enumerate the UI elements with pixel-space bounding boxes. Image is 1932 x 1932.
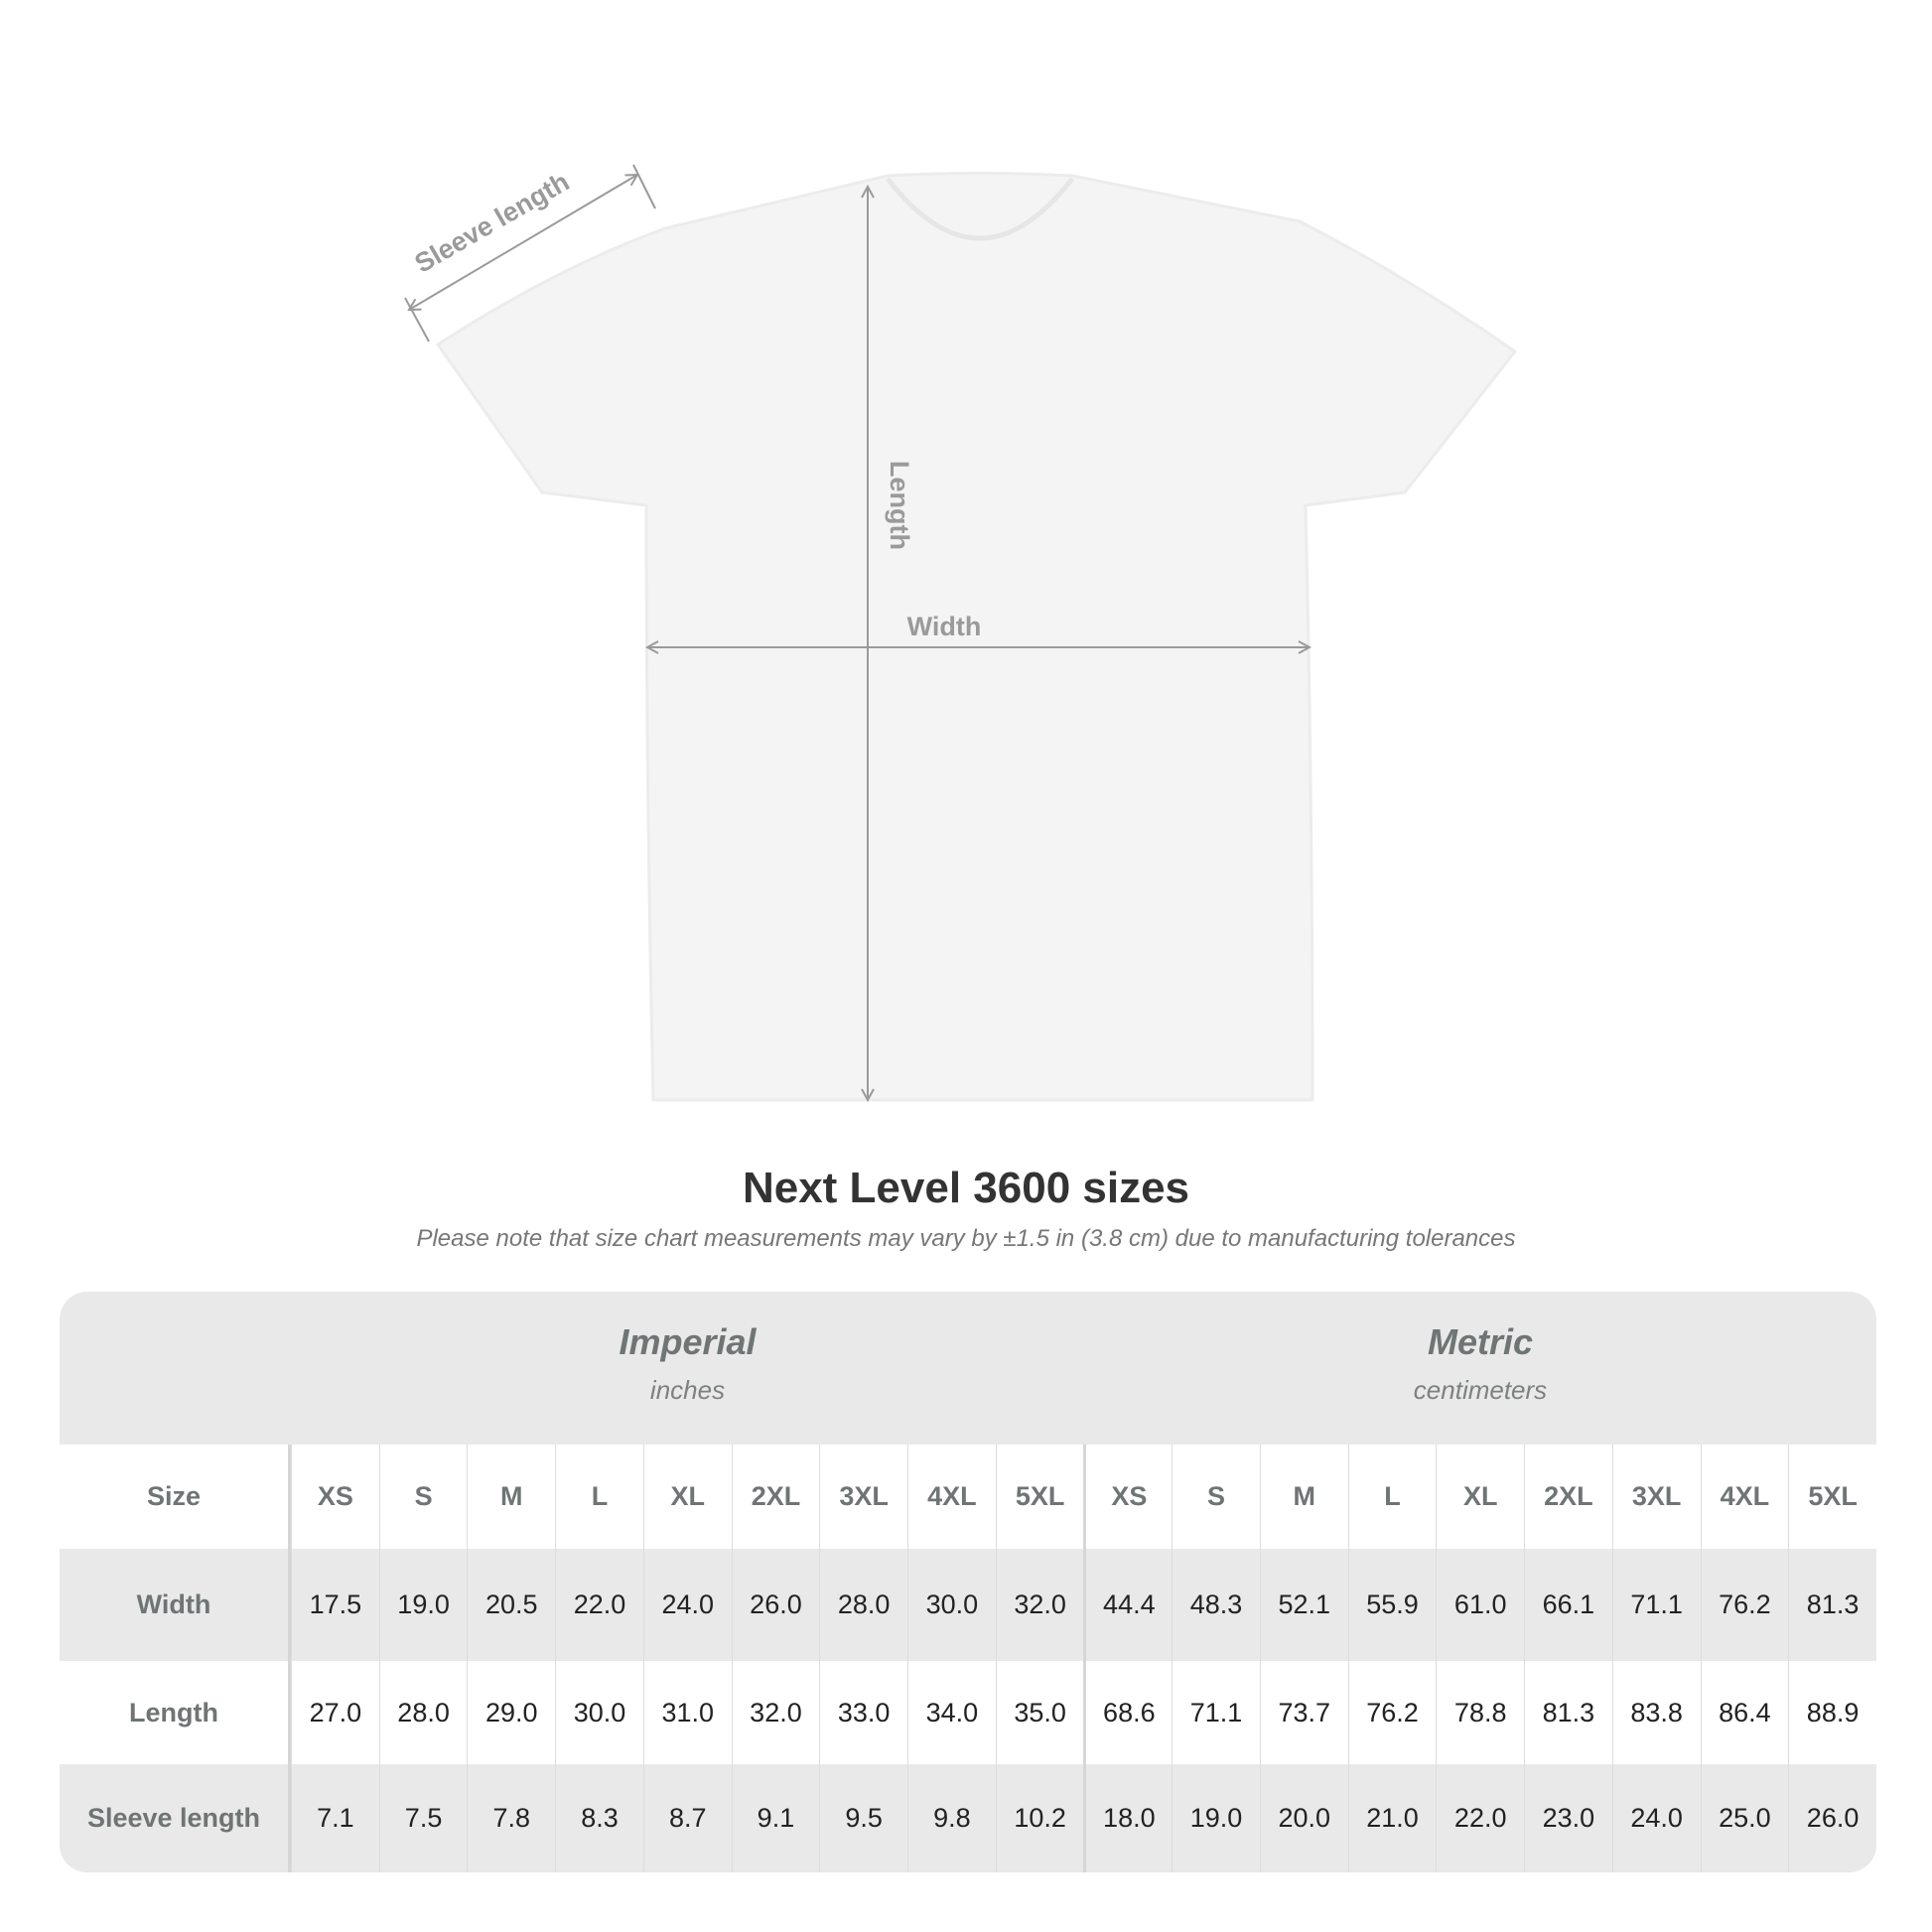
metric-value: 23.0 <box>1524 1764 1612 1872</box>
imperial-value: 26.0 <box>731 1549 820 1661</box>
metric-value: 71.1 <box>1611 1549 1701 1661</box>
imperial-value: 34.0 <box>907 1661 996 1764</box>
imperial-value: 27.0 <box>291 1661 379 1764</box>
imperial-value: 7.1 <box>291 1764 379 1872</box>
size-header: S <box>378 1445 468 1549</box>
imperial-value: 20.5 <box>467 1549 555 1661</box>
metric-value: 22.0 <box>1436 1764 1524 1872</box>
metric-label: Metric <box>1427 1321 1534 1362</box>
metric-value: 76.2 <box>1347 1661 1437 1764</box>
size-header: 3XL <box>819 1445 907 1549</box>
page-title: Next Level 3600 sizes <box>742 1164 1190 1212</box>
metric-value: 24.0 <box>1611 1764 1701 1872</box>
size-header: 5XL <box>995 1445 1084 1549</box>
imperial-value: 9.5 <box>819 1764 907 1872</box>
metric-value: 52.1 <box>1259 1549 1348 1661</box>
metric-value: 48.3 <box>1172 1549 1260 1661</box>
metric-value: 20.0 <box>1259 1764 1348 1872</box>
imperial-value: 22.0 <box>555 1549 643 1661</box>
metric-value: 81.3 <box>1788 1549 1876 1661</box>
size-header: 2XL <box>731 1445 820 1549</box>
imperial-value: 32.0 <box>995 1549 1084 1661</box>
size-header: XS <box>1083 1445 1172 1549</box>
size-header: 2XL <box>1524 1445 1612 1549</box>
size-header: XL <box>642 1445 732 1549</box>
metric-value: 81.3 <box>1524 1661 1612 1764</box>
size-header: M <box>1259 1445 1348 1549</box>
collar <box>886 177 1074 241</box>
metric-value: 88.9 <box>1788 1661 1876 1764</box>
imperial-value: 31.0 <box>642 1661 732 1764</box>
sleeve-arrow <box>409 175 637 310</box>
imperial-value: 30.0 <box>555 1661 643 1764</box>
page-subtitle: Please note that size chart measurements… <box>416 1225 1516 1252</box>
size-header: 5XL <box>1788 1445 1876 1549</box>
metric-header: Metric centimeters <box>1084 1292 1876 1445</box>
metric-value: 66.1 <box>1524 1549 1612 1661</box>
imperial-value: 9.8 <box>907 1764 996 1872</box>
size-header: L <box>1347 1445 1437 1549</box>
size-header: 4XL <box>1700 1445 1789 1549</box>
metric-value: 55.9 <box>1347 1549 1437 1661</box>
metric-value: 44.4 <box>1083 1549 1172 1661</box>
table-row: Width 17.5 19.0 20.5 22.0 24.0 26.0 28.0 30.0 32.… <box>60 1549 1876 1661</box>
row-label: Width <box>60 1549 291 1661</box>
metric-value: 18.0 <box>1083 1764 1172 1872</box>
imperial-value: 33.0 <box>819 1661 907 1764</box>
size-header: M <box>467 1445 555 1549</box>
size-header: 3XL <box>1611 1445 1701 1549</box>
size-header: L <box>555 1445 643 1549</box>
tshirt-shape <box>435 172 1518 1102</box>
metric-value: 61.0 <box>1436 1549 1524 1661</box>
imperial-value: 28.0 <box>378 1661 468 1764</box>
size-table: Imperial inches Metric centimeters Size X… <box>60 1292 1876 1872</box>
size-header: XL <box>1436 1445 1524 1549</box>
size-column-label: Size <box>60 1445 291 1549</box>
imperial-value: 8.7 <box>642 1764 732 1872</box>
metric-value: 86.4 <box>1700 1661 1789 1764</box>
table-row: Length 27.0 28.0 29.0 30.0 31.0 32.0 33.0 34.0 35… <box>60 1661 1876 1764</box>
imperial-value: 35.0 <box>995 1661 1084 1764</box>
imperial-value: 9.1 <box>731 1764 820 1872</box>
imperial-value: 17.5 <box>291 1549 379 1661</box>
metric-unit: centimeters <box>1413 1375 1548 1405</box>
metric-value: 83.8 <box>1611 1661 1701 1764</box>
imperial-value: 7.8 <box>467 1764 555 1872</box>
width-label: Width <box>907 612 982 641</box>
imperial-value: 29.0 <box>467 1661 555 1764</box>
imperial-unit: inches <box>649 1375 726 1405</box>
imperial-value: 24.0 <box>642 1549 732 1661</box>
size-header-row: Size XS S M L XL 2XL 3XL 4XL 5XL XS S M L XL 2XL 3XL 4XL 5… <box>60 1445 1876 1549</box>
imperial-value: 30.0 <box>907 1549 996 1661</box>
metric-value: 25.0 <box>1700 1764 1789 1872</box>
metric-value: 76.2 <box>1700 1549 1789 1661</box>
metric-value: 73.7 <box>1259 1661 1348 1764</box>
size-header: XS <box>291 1445 379 1549</box>
imperial-value: 32.0 <box>731 1661 820 1764</box>
imperial-value: 19.0 <box>378 1549 468 1661</box>
row-label: Sleeve length <box>60 1764 291 1872</box>
imperial-value: 28.0 <box>819 1549 907 1661</box>
size-header: S <box>1172 1445 1260 1549</box>
metric-value: 19.0 <box>1172 1764 1260 1872</box>
length-label: Length <box>885 461 914 550</box>
table-row: Sleeve length 7.1 7.5 7.8 8.3 8.7 9.1 9.5 9.8 10.… <box>60 1764 1876 1872</box>
metric-value: 26.0 <box>1788 1764 1876 1872</box>
imperial-value: 8.3 <box>555 1764 643 1872</box>
metric-value: 21.0 <box>1347 1764 1437 1872</box>
tshirt-diagram: Sleeve length Length Width <box>404 164 1518 1132</box>
imperial-label: Imperial <box>619 1321 757 1362</box>
imperial-value: 7.5 <box>378 1764 468 1872</box>
imperial-header: Imperial inches <box>291 1292 1084 1445</box>
imperial-value: 10.2 <box>995 1764 1084 1872</box>
metric-value: 71.1 <box>1172 1661 1260 1764</box>
metric-value: 68.6 <box>1083 1661 1172 1764</box>
size-header: 4XL <box>907 1445 996 1549</box>
row-label: Length <box>60 1661 291 1764</box>
metric-value: 78.8 <box>1436 1661 1524 1764</box>
